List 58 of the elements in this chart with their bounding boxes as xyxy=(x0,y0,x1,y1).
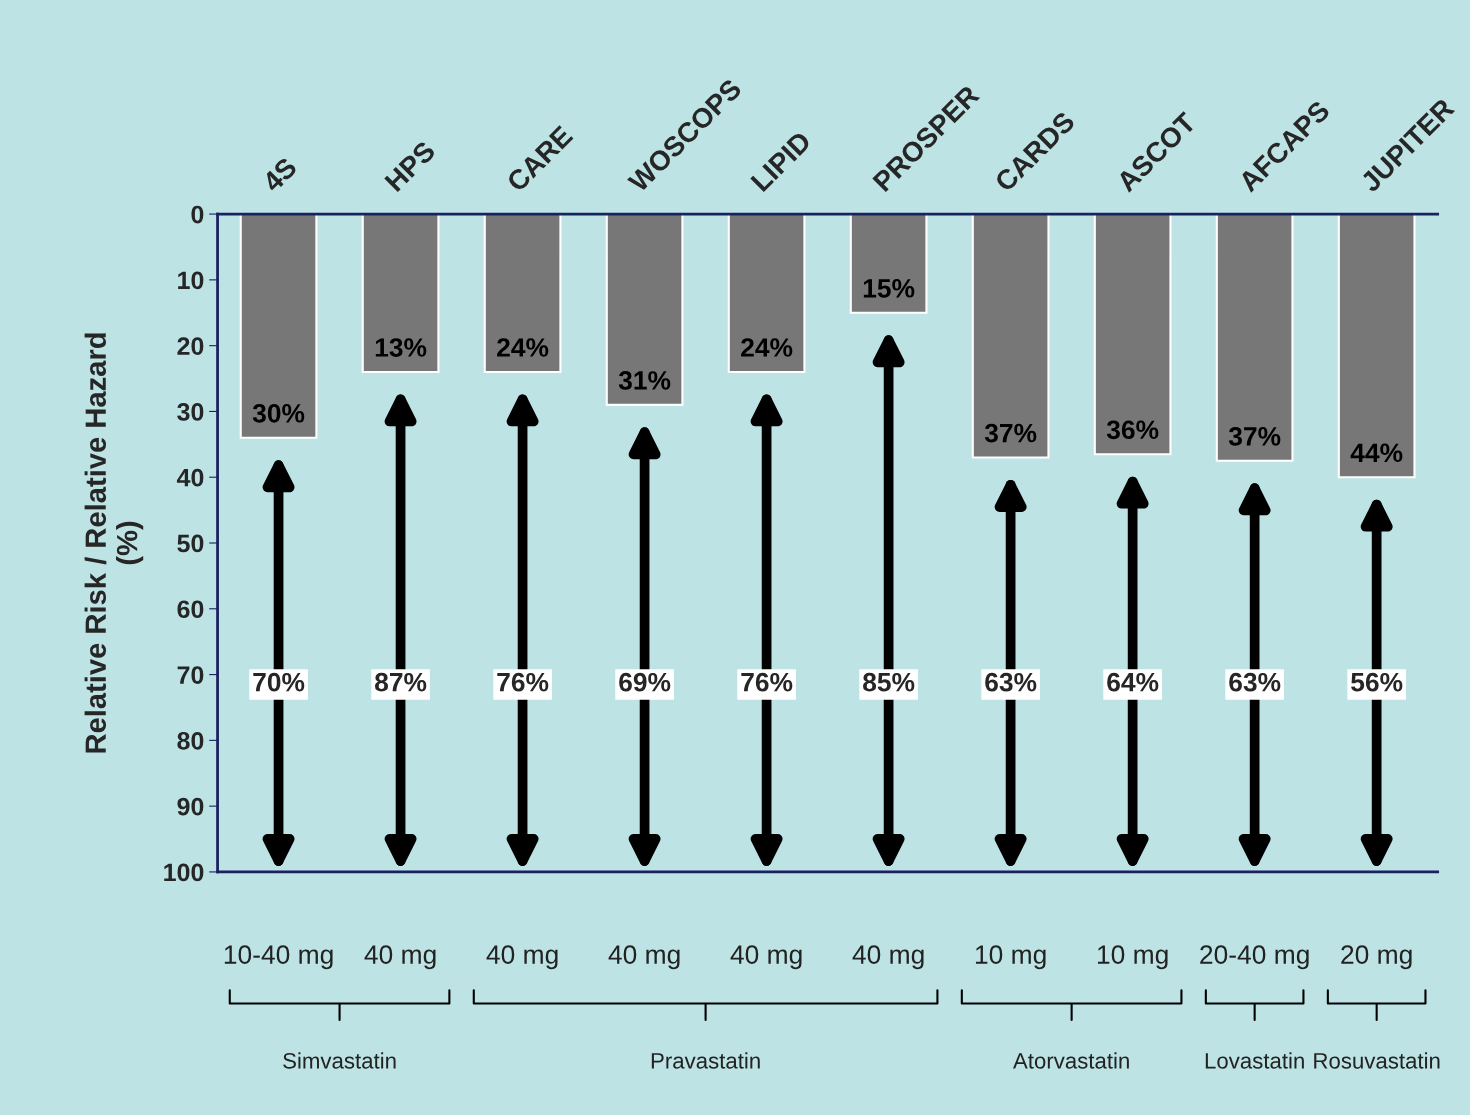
text: 20-40 mg xyxy=(1200,945,1309,970)
bar xyxy=(483,214,562,373)
bar xyxy=(1215,214,1294,462)
annotation: 13% xyxy=(375,338,427,357)
x-tick-label: 4S xyxy=(261,156,298,194)
text: 10 mg xyxy=(975,945,1046,970)
text: Atorvastatin xyxy=(1013,1052,1129,1069)
annotation: 30% xyxy=(252,403,305,423)
bar xyxy=(1093,214,1172,456)
text: 40 mg xyxy=(364,945,436,970)
annotation: 63% xyxy=(985,672,1037,692)
text: 40 mg xyxy=(730,945,802,970)
annotation: 37% xyxy=(984,423,1037,443)
annotation: 63% xyxy=(1229,672,1281,692)
annotation: 37% xyxy=(1228,427,1281,446)
y-tick-label: 40 xyxy=(176,468,204,487)
y-tick-label: 0 xyxy=(191,205,204,224)
annotation: 36% xyxy=(1106,420,1159,440)
bar xyxy=(605,214,684,406)
annotation: 56% xyxy=(1351,672,1403,692)
text: Rosuvastatin xyxy=(1314,1052,1440,1069)
bar xyxy=(849,214,928,314)
bar xyxy=(239,214,318,439)
annotation: 69% xyxy=(619,672,671,692)
bar xyxy=(1337,214,1416,479)
bar xyxy=(361,214,440,373)
annotation: 31% xyxy=(618,371,671,390)
y-tick-label: 20 xyxy=(177,337,204,355)
text: 10-40 mg xyxy=(224,945,333,970)
bar xyxy=(727,214,806,373)
y-tick-label: 10 xyxy=(178,271,204,290)
annotation: 24% xyxy=(741,338,793,357)
text: 40 mg xyxy=(852,945,924,970)
y-tick-label: 90 xyxy=(177,797,204,816)
annotation: 70% xyxy=(253,672,305,692)
annotation: 85% xyxy=(863,672,915,692)
y-tick-label: 60 xyxy=(177,600,204,619)
y-tick-label: 100 xyxy=(164,863,204,882)
annotation: 87% xyxy=(375,672,427,692)
text: 10 mg xyxy=(1097,945,1168,970)
text: Lovastatin xyxy=(1205,1052,1304,1069)
annotation: 64% xyxy=(1107,672,1159,692)
annotation: 15% xyxy=(863,279,915,298)
y-tick-label: 30 xyxy=(177,403,204,421)
bar xyxy=(971,214,1050,459)
text: 40 mg xyxy=(608,945,680,970)
y-tick-label: 50 xyxy=(177,534,204,553)
annotation: 76% xyxy=(741,672,793,692)
text: 40 mg xyxy=(486,945,558,970)
y-axis-title: Relative Risk / Relative Hazard (%) xyxy=(84,333,144,753)
annotation: 24% xyxy=(497,338,549,357)
annotation: 76% xyxy=(497,672,549,692)
text: Pravastatin xyxy=(651,1052,760,1069)
y-tick-label: 70 xyxy=(177,666,204,684)
text: 20 mg xyxy=(1341,945,1412,970)
text: Simvastatin xyxy=(283,1052,396,1069)
annotation: 44% xyxy=(1350,443,1403,463)
y-tick-label: 80 xyxy=(177,731,204,750)
